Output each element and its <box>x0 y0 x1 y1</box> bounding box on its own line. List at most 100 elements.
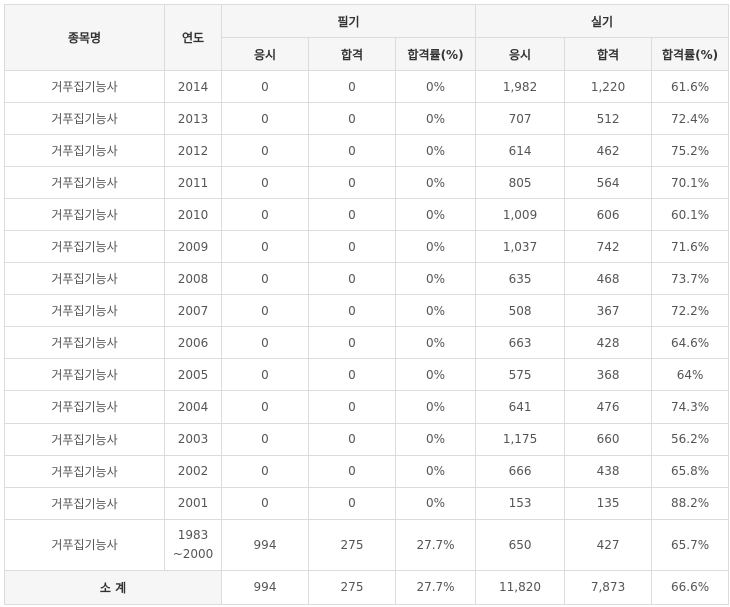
table-row: 거푸집기능사 2002 0 0 0% 666 438 65.8% <box>4 454 730 488</box>
cell-year-start: 1983 <box>177 527 209 542</box>
cell-name: 거푸집기능사 <box>4 390 165 424</box>
header-practical-rate: 합격률(%) <box>651 37 730 71</box>
cell-practical-rate: 73.7% <box>651 262 730 296</box>
cell-written-rate: 0% <box>394 166 477 200</box>
cell-year: 1983 ~2000 <box>164 518 222 571</box>
cell-name: 거푸집기능사 <box>4 454 165 488</box>
cell-written-rate: 0% <box>394 102 477 136</box>
table-row: 거푸집기능사 2005 0 0 0% 575 368 64% <box>4 358 730 392</box>
cell-practical-rate: 70.1% <box>651 166 730 200</box>
cell-year: 2009 <box>164 230 222 264</box>
cell-written-passed: 0 <box>308 166 396 200</box>
cell-written-passed: 0 <box>308 230 396 264</box>
cell-year: 2013 <box>164 102 222 136</box>
cell-year: 2012 <box>164 134 222 168</box>
cell-written-rate: 0% <box>394 390 477 424</box>
cell-written-applicants: 0 <box>221 358 309 392</box>
header-practical-passed: 합격 <box>564 37 653 71</box>
cell-practical-passed: 462 <box>564 134 653 168</box>
total-written-applicants: 994 <box>221 569 309 606</box>
cell-written-rate: 0% <box>394 134 477 168</box>
total-practical-rate: 66.6% <box>651 569 730 606</box>
cell-written-passed: 0 <box>308 454 396 488</box>
cell-practical-applicants: 1,009 <box>475 198 566 232</box>
cell-written-applicants: 0 <box>221 230 309 264</box>
cell-written-passed: 0 <box>308 134 396 168</box>
table-row: 거푸집기능사 2007 0 0 0% 508 367 72.2% <box>4 294 730 328</box>
total-practical-passed: 7,873 <box>564 569 653 606</box>
total-practical-applicants: 11,820 <box>475 569 566 606</box>
table-row: 거푸집기능사 2004 0 0 0% 641 476 74.3% <box>4 390 730 424</box>
table-row-total: 소 계 994 275 27.7% 11,820 7,873 66.6% <box>4 569 730 606</box>
cell-practical-passed: 1,220 <box>564 69 653 104</box>
cell-practical-rate: 75.2% <box>651 134 730 168</box>
cell-year: 2008 <box>164 262 222 296</box>
header-written: 필기 <box>220 4 477 38</box>
cell-practical-rate: 61.6% <box>651 69 730 104</box>
table-row: 거푸집기능사 2012 0 0 0% 614 462 75.2% <box>4 134 730 168</box>
cell-practical-rate: 65.7% <box>651 518 730 571</box>
cell-name: 거푸집기능사 <box>4 230 165 264</box>
pass-rate-table: 종목명 연도 필기 실기 응시 합격 합격률(%) 응시 합격 합격률(%) 거… <box>4 4 730 606</box>
cell-practical-applicants: 635 <box>475 262 566 296</box>
cell-written-rate: 0% <box>394 69 477 104</box>
total-written-rate: 27.7% <box>394 569 477 606</box>
cell-practical-applicants: 153 <box>475 486 566 520</box>
cell-practical-passed: 135 <box>564 486 653 520</box>
cell-written-applicants: 0 <box>221 262 309 296</box>
cell-practical-rate: 72.2% <box>651 294 730 328</box>
cell-year: 2006 <box>164 326 222 360</box>
header-practical-applicants: 응시 <box>475 37 566 71</box>
cell-practical-passed: 468 <box>564 262 653 296</box>
cell-written-passed: 0 <box>308 358 396 392</box>
cell-written-passed: 275 <box>308 518 396 571</box>
header-year: 연도 <box>164 4 222 71</box>
cell-practical-passed: 368 <box>564 358 653 392</box>
cell-written-applicants: 0 <box>221 69 309 104</box>
table-body: 거푸집기능사 2014 0 0 0% 1,982 1,220 61.6% 거푸집기능사 2013 0… <box>4 69 730 606</box>
cell-practical-rate: 64% <box>651 358 730 392</box>
table-row: 거푸집기능사 2011 0 0 0% 805 564 70.1% <box>4 166 730 200</box>
cell-written-rate: 0% <box>394 358 477 392</box>
header-practical: 실기 <box>475 4 730 38</box>
cell-practical-passed: 660 <box>564 422 653 456</box>
cell-practical-rate: 88.2% <box>651 486 730 520</box>
cell-written-applicants: 0 <box>221 166 309 200</box>
cell-name: 거푸집기능사 <box>4 166 165 200</box>
cell-written-applicants: 0 <box>221 486 309 520</box>
cell-year: 2005 <box>164 358 222 392</box>
cell-written-rate: 0% <box>394 422 477 456</box>
cell-practical-applicants: 1,037 <box>475 230 566 264</box>
cell-practical-passed: 606 <box>564 198 653 232</box>
cell-name: 거푸집기능사 <box>4 134 165 168</box>
table-row: 거푸집기능사 2013 0 0 0% 707 512 72.4% <box>4 102 730 136</box>
cell-practical-rate: 72.4% <box>651 102 730 136</box>
header-written-rate: 합격률(%) <box>394 37 477 71</box>
cell-practical-passed: 742 <box>564 230 653 264</box>
cell-name: 거푸집기능사 <box>4 518 165 571</box>
cell-practical-applicants: 805 <box>475 166 566 200</box>
cell-practical-applicants: 641 <box>475 390 566 424</box>
cell-name: 거푸집기능사 <box>4 326 165 360</box>
cell-year: 2002 <box>164 454 222 488</box>
cell-name: 거푸집기능사 <box>4 486 165 520</box>
table-row: 거푸집기능사 2014 0 0 0% 1,982 1,220 61.6% <box>4 69 730 104</box>
table-row: 거푸집기능사 2010 0 0 0% 1,009 606 60.1% <box>4 198 730 232</box>
cell-name: 거푸집기능사 <box>4 102 165 136</box>
cell-practical-rate: 64.6% <box>651 326 730 360</box>
cell-name: 거푸집기능사 <box>4 262 165 296</box>
cell-practical-passed: 476 <box>564 390 653 424</box>
cell-name: 거푸집기능사 <box>4 358 165 392</box>
cell-written-rate: 0% <box>394 262 477 296</box>
total-label: 소 계 <box>4 569 222 606</box>
cell-year: 2007 <box>164 294 222 328</box>
cell-year: 2003 <box>164 422 222 456</box>
cell-year-end: ~2000 <box>172 546 214 561</box>
cell-written-applicants: 0 <box>221 294 309 328</box>
cell-practical-passed: 438 <box>564 454 653 488</box>
cell-practical-applicants: 707 <box>475 102 566 136</box>
cell-written-rate: 0% <box>394 326 477 360</box>
cell-written-applicants: 994 <box>221 518 309 571</box>
cell-year: 2010 <box>164 198 222 232</box>
cell-practical-rate: 74.3% <box>651 390 730 424</box>
